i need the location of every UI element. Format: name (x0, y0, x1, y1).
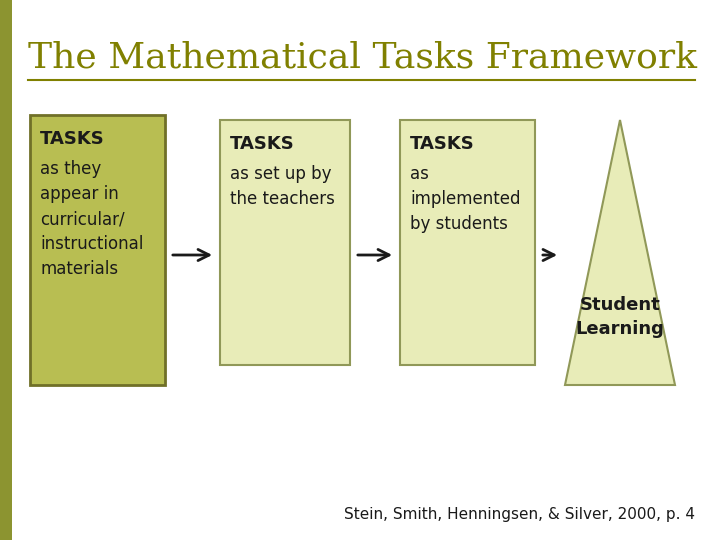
Text: TASKS: TASKS (230, 135, 294, 153)
Bar (220, 120, 350, 365)
Text: as
implemented
by students: as implemented by students (410, 165, 521, 233)
Polygon shape (565, 120, 675, 385)
Text: as they
appear in
curricular/
instructional
materials: as they appear in curricular/ instructio… (40, 160, 143, 278)
Bar (400, 120, 535, 365)
Text: as set up by
the teachers: as set up by the teachers (230, 165, 335, 208)
Bar (30, 115, 165, 385)
Text: TASKS: TASKS (410, 135, 474, 153)
Text: Student
Learning: Student Learning (575, 296, 665, 338)
Text: TASKS: TASKS (40, 130, 104, 148)
Text: The Mathematical Tasks Framework: The Mathematical Tasks Framework (28, 40, 697, 74)
Bar (0, 0, 12, 540)
Text: Stein, Smith, Henningsen, & Silver, 2000, p. 4: Stein, Smith, Henningsen, & Silver, 2000… (344, 507, 695, 522)
